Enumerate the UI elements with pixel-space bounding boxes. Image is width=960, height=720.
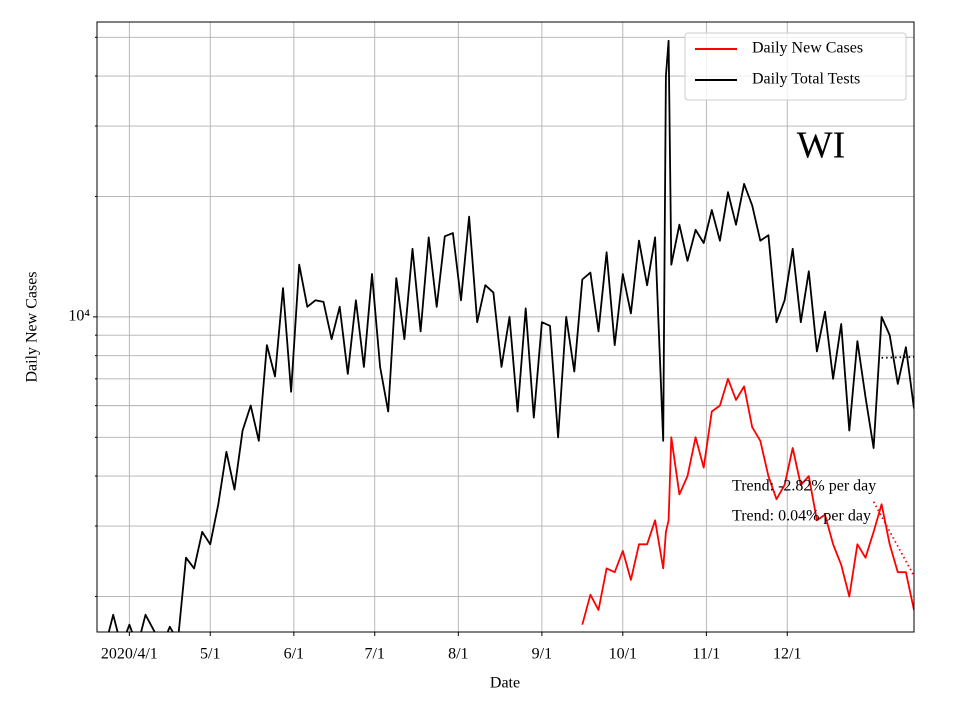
series-line — [581, 377, 914, 625]
plot-frame — [96, 21, 915, 633]
series-line — [107, 39, 914, 632]
y-tick-label: 10⁴ — [68, 308, 90, 325]
legend: Daily New Cases Daily Total Tests — [684, 32, 907, 101]
x-tick-label: 2020/4/1 — [101, 646, 158, 663]
plot-lines — [107, 39, 914, 632]
x-tick-label: 9/1 — [532, 646, 552, 663]
legend-label: Daily New Cases — [752, 40, 863, 57]
x-tick-label: 12/1 — [773, 646, 801, 663]
state-label: WI — [797, 125, 846, 167]
trend-label: Trend: -2.82% per day — [732, 478, 876, 495]
legend-label: Daily Total Tests — [752, 71, 860, 88]
x-tick-label: 5/1 — [200, 646, 220, 663]
trend-label: Trend: 0.04% per day — [732, 508, 871, 525]
x-tick-label: 11/1 — [692, 646, 720, 663]
y-axis-label: Daily New Cases — [24, 271, 41, 382]
x-axis-label: Date — [490, 675, 520, 692]
legend-box — [684, 32, 907, 101]
x-tick-label: 7/1 — [364, 646, 384, 663]
grid — [97, 22, 914, 632]
trend-line — [881, 356, 914, 359]
trend-line — [872, 501, 914, 577]
x-tick-label: 6/1 — [284, 646, 304, 663]
x-tick-label: 8/1 — [448, 646, 468, 663]
x-tick-label: 10/1 — [609, 646, 637, 663]
